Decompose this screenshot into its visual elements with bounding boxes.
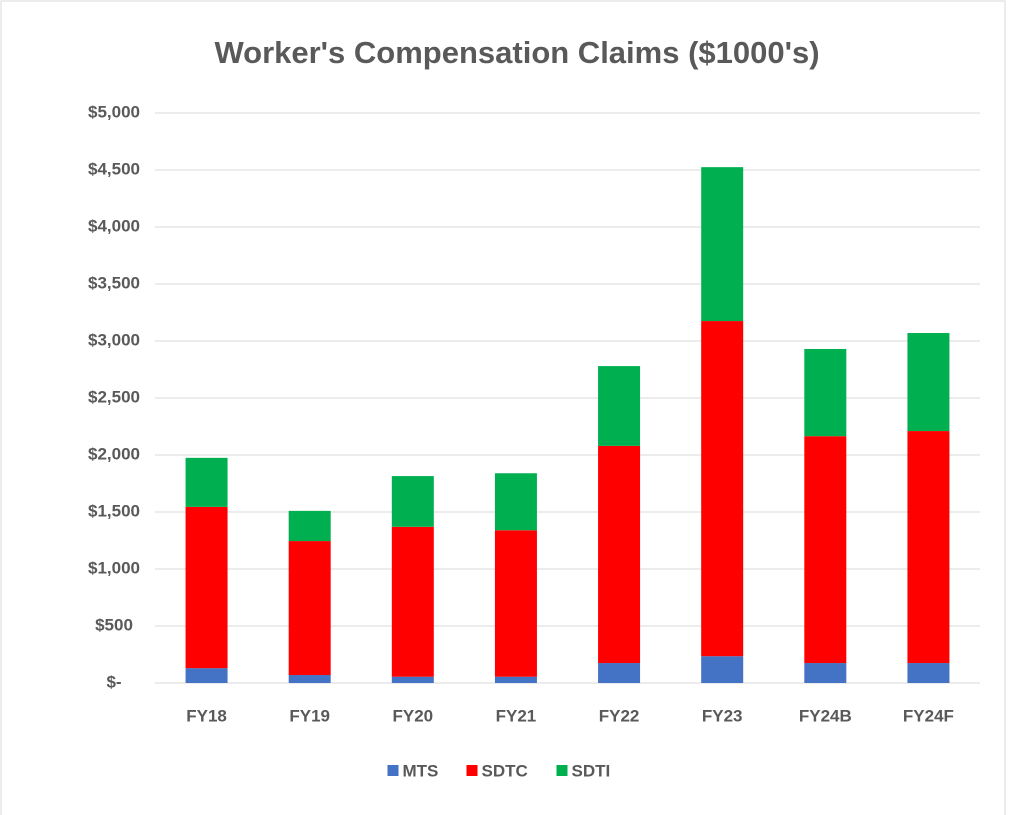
bar-segment [391, 676, 434, 683]
bar-segment [494, 473, 537, 531]
y-tick-label: $1,500 [88, 501, 140, 520]
bar-segment [288, 541, 331, 676]
bar-segment [598, 445, 641, 664]
y-tick-label: $4,000 [88, 216, 140, 235]
x-tick-label: FY18 [186, 706, 227, 725]
legend-label: MTS [403, 761, 439, 780]
bar-segment [804, 663, 847, 683]
legend-label: SDTC [482, 761, 528, 780]
y-tick-label: $2,000 [88, 444, 140, 463]
bar-segment [701, 321, 744, 657]
bar-segment [907, 431, 950, 664]
x-tick-label: FY22 [599, 706, 640, 725]
bar-segment [185, 668, 228, 683]
y-tick-label: $3,500 [88, 273, 140, 292]
legend-swatch [387, 765, 399, 776]
legend-swatch [466, 765, 478, 776]
bar-segment [907, 663, 950, 683]
x-tick-label: FY19 [289, 706, 330, 725]
x-tick-label: FY24F [903, 706, 954, 725]
x-tick-label: FY24B [799, 706, 852, 725]
bar-segment [391, 526, 434, 677]
bar-segment [701, 656, 744, 683]
legend-swatch [556, 765, 568, 776]
bar-segment [598, 366, 641, 446]
chart-title: Worker's Compensation Claims ($1000's) [214, 35, 819, 70]
bar-segment [907, 333, 950, 432]
x-tick-label: FY21 [496, 706, 537, 725]
bar-segment [701, 167, 744, 322]
x-tick-label: FY20 [392, 706, 433, 725]
y-tick-label: $2,500 [88, 387, 140, 406]
y-tick-label: $5,000 [88, 102, 140, 121]
bar-segment [598, 663, 641, 683]
y-tick-label: $500 [95, 615, 133, 634]
y-tick-label: $4,500 [88, 159, 140, 178]
y-tick-label: $1,000 [88, 558, 140, 577]
bar-segment [288, 675, 331, 683]
bar-segment [391, 476, 434, 527]
bar-segment [494, 530, 537, 677]
bar-segment [494, 676, 537, 683]
x-tick-label: FY23 [702, 706, 743, 725]
bar-segment [288, 510, 331, 542]
bar-segment [185, 457, 228, 507]
legend-label: SDTI [572, 761, 611, 780]
y-tick-label: $- [106, 672, 121, 691]
bar-segment [185, 506, 228, 669]
y-tick-label: $3,000 [88, 330, 140, 349]
bar-segment [804, 348, 847, 437]
bar-segment [804, 436, 847, 664]
